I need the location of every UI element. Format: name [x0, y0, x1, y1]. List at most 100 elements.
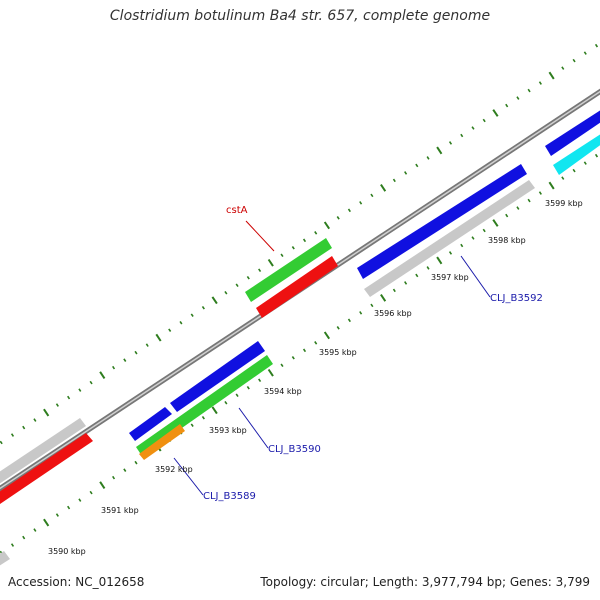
scale-label-3599: 3599 kbp [545, 199, 583, 208]
outer-tick [336, 216, 340, 220]
gene-cstA-red[interactable] [256, 256, 338, 318]
outer-tick [22, 425, 26, 430]
cstA-pointer [245, 220, 275, 252]
outer-tick [267, 258, 274, 267]
inner-tick [548, 181, 555, 190]
outer-tick [291, 246, 295, 250]
inner-tick [572, 168, 576, 173]
gene-blue-3590b[interactable] [170, 341, 265, 412]
outer-tick [471, 126, 475, 130]
outer-tick [179, 320, 183, 325]
outer-tick-track [0, 43, 599, 445]
inner-tick [516, 206, 520, 210]
scale-labels: 3590 kbp 3591 kbp 3592 kbp 3593 kbp 3594… [48, 199, 583, 556]
outer-tick [527, 88, 531, 93]
outer-tick [370, 193, 374, 198]
inner-tick [258, 378, 262, 383]
inner-tick [323, 331, 331, 340]
outer-tick [123, 358, 127, 362]
scale-label-3595: 3595 kbp [319, 348, 357, 357]
gene-cyan-topright[interactable] [553, 128, 600, 175]
outer-tick [280, 253, 284, 258]
scale-label-3597: 3597 kbp [431, 273, 469, 282]
scale-label-3593: 3593 kbp [209, 426, 247, 435]
inner-tick [302, 348, 307, 353]
outer-tick [302, 238, 307, 243]
outer-tick [78, 388, 82, 392]
outer-tick [0, 440, 3, 445]
inner-tick [426, 266, 430, 270]
outer-tick [492, 109, 499, 117]
scale-label-3598: 3598 kbp [488, 236, 526, 245]
inner-tick [22, 535, 26, 540]
gene-gray-left[interactable] [0, 418, 86, 486]
inner-tick [291, 356, 295, 360]
label-CLJ_B3592: CLJ_B3592 [490, 293, 543, 304]
gene-cstA-green[interactable] [245, 238, 332, 302]
inner-tick [10, 543, 15, 547]
gene-blue-3590a[interactable] [129, 407, 172, 441]
map-title: Clostridium botulinum Ba4 str. 657, comp… [109, 8, 491, 24]
outer-tick [224, 290, 228, 295]
outer-tick [112, 365, 116, 370]
inner-tick [190, 423, 194, 427]
inner-tick [55, 513, 59, 517]
outer-tick [235, 283, 239, 288]
scale-label-3596: 3596 kbp [374, 309, 412, 318]
outer-tick [67, 395, 71, 400]
outer-tick [359, 201, 363, 205]
outer-tick [460, 133, 464, 138]
outer-tick [572, 58, 576, 63]
inner-tick [359, 311, 363, 315]
accession-text: Accession: NC_012658 [8, 575, 145, 589]
gene-green-3590[interactable] [136, 355, 273, 456]
topology-text: Topology: circular; Length: 3,977,794 bp… [260, 575, 590, 589]
gene-orange-3589[interactable] [139, 424, 185, 460]
inner-tick [123, 468, 127, 472]
outer-tick [482, 118, 486, 123]
gene-gray-bottom-left[interactable] [0, 551, 10, 568]
gene-red-left[interactable] [0, 433, 93, 506]
inner-tick [246, 385, 250, 390]
outer-tick [314, 231, 318, 235]
inner-tick [99, 481, 106, 489]
gene-gray-3592[interactable] [364, 180, 535, 297]
gene-blue-topright[interactable] [545, 104, 600, 156]
outer-tick [211, 296, 218, 305]
outer-tick [561, 66, 565, 70]
outer-tick [516, 96, 520, 100]
label-CLJ_B3589: CLJ_B3589 [203, 491, 256, 502]
outer-tick [258, 268, 262, 273]
inner-tick [482, 228, 486, 233]
outer-tick [168, 328, 172, 332]
outer-tick [10, 433, 15, 437]
inner-tick [267, 368, 274, 377]
outer-tick [43, 408, 50, 417]
label-CLJ_B3590: CLJ_B3590 [268, 444, 321, 455]
outer-tick [448, 141, 453, 145]
inner-tick [594, 153, 599, 158]
inner-tick [67, 505, 71, 510]
outer-tick [55, 403, 59, 407]
outer-tick [201, 305, 205, 310]
gene-blue-3592[interactable] [357, 164, 527, 279]
outer-tick [99, 371, 106, 379]
outer-tick [426, 156, 430, 160]
inner-tick [370, 303, 374, 308]
inner-tick [235, 393, 239, 398]
inner-tick [538, 191, 542, 195]
b3592-pointer [460, 255, 491, 298]
outer-tick [155, 333, 162, 342]
scale-label-3590: 3590 kbp [48, 547, 86, 556]
inner-tick [527, 198, 531, 203]
outer-tick [404, 171, 408, 175]
outer-tick [33, 418, 37, 422]
outer-tick [594, 43, 599, 48]
inner-tick [505, 213, 509, 218]
inner-tick [415, 273, 419, 278]
outer-tick [347, 208, 351, 213]
outer-tick [436, 146, 443, 155]
outer-tick [380, 184, 387, 192]
inner-tick [201, 415, 205, 420]
inner-tick [392, 288, 396, 293]
